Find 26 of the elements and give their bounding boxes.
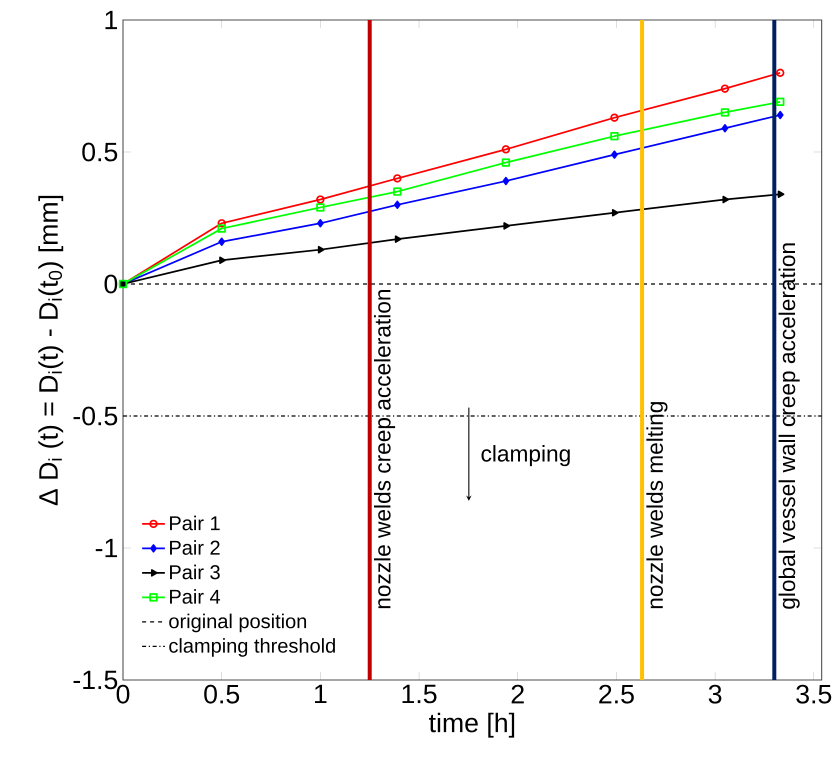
y-tick-label: -0.5 xyxy=(74,406,118,426)
x-axis-title: time [h] xyxy=(429,712,514,738)
x-tick-label: 3 xyxy=(708,684,722,704)
x-tick-label: 3.5 xyxy=(796,684,832,704)
y-tick-label: -1.5 xyxy=(74,670,118,690)
legend-label: Pair 3 xyxy=(170,564,220,580)
ref-line-label: global vessel wall creep acceleration xyxy=(778,243,800,609)
y-tick-label: 0 xyxy=(104,274,118,294)
x-tick-label: 1.5 xyxy=(402,684,436,704)
y-tick-label: 1 xyxy=(105,10,117,30)
x-tick-label: 1 xyxy=(314,684,326,704)
legend-label: clamping threshold xyxy=(169,638,335,657)
y-tick-label: 0.5 xyxy=(82,142,118,162)
ref-line-label: nozzle welds melting xyxy=(646,402,668,608)
x-tick-label: 0 xyxy=(116,684,130,704)
y-tick-label: -1 xyxy=(96,538,117,558)
text: Δ D$_{i}$ (t) = D$_{i}$(t) - D$_{i}$(t$_{0}$) [mm] xyxy=(38,196,64,506)
x-tick-label: 0.5 xyxy=(204,684,240,704)
x-tick-label: 2.5 xyxy=(599,684,634,704)
legend-label: original position xyxy=(169,614,306,632)
x-tick-label: 2 xyxy=(512,684,524,704)
legend-label: Pair 2 xyxy=(170,540,220,555)
legend-label: Pair 1 xyxy=(170,516,220,530)
legend-label: Pair 4 xyxy=(170,589,220,604)
annotation: clamping xyxy=(482,445,570,466)
ref-line-label: nozzle welds creep acceleration xyxy=(374,290,396,608)
